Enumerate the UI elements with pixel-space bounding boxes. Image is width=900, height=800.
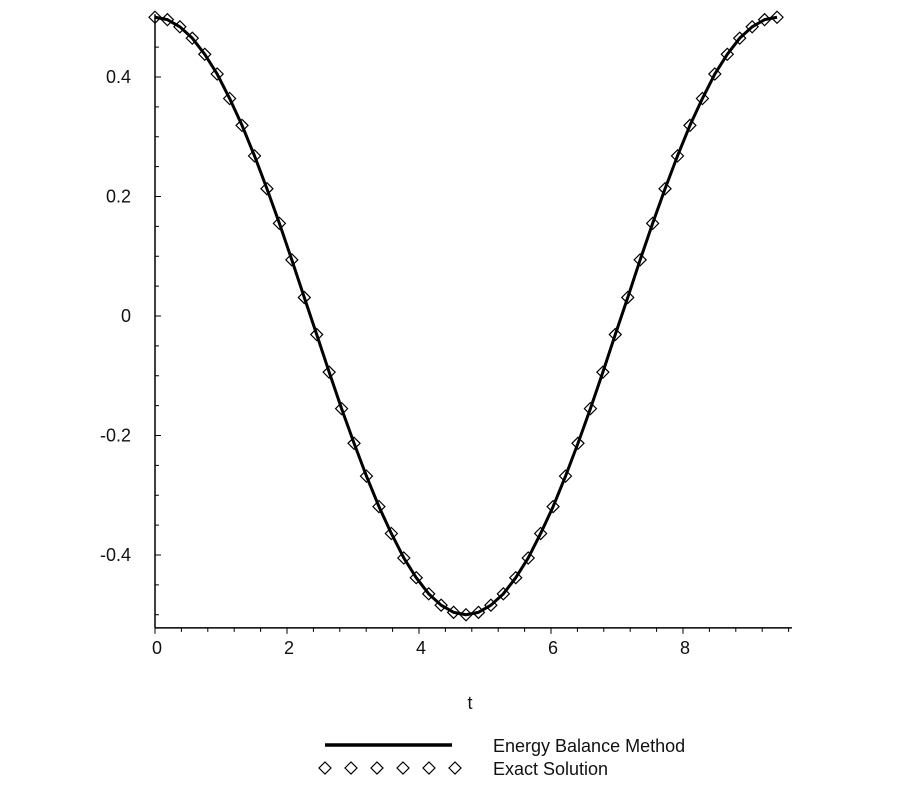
exact-solution-point xyxy=(260,181,274,196)
exact-solution-point xyxy=(670,149,685,163)
y-tick-label: -0.4 xyxy=(100,545,131,565)
exact-solution-point xyxy=(434,598,448,613)
exact-solution-point xyxy=(384,526,399,541)
y-tick-label: -0.2 xyxy=(100,426,131,446)
exact-solution-point xyxy=(210,67,225,81)
exact-solution-point xyxy=(197,47,212,62)
exact-solution-point xyxy=(745,19,760,34)
exact-solution-point xyxy=(272,216,287,231)
exact-solution-point xyxy=(148,10,162,25)
y-tick-label: 0 xyxy=(121,306,131,326)
legend-label-exact-solution: Exact Solution xyxy=(493,759,608,779)
exact-solution-point xyxy=(359,469,374,483)
exact-solution-point xyxy=(471,605,486,620)
exact-solution-point xyxy=(770,10,784,25)
exact-solution-point xyxy=(409,570,424,585)
exact-solution-point xyxy=(484,598,498,613)
legend-diamond xyxy=(448,761,462,775)
exact-solution-point xyxy=(185,31,200,46)
y-tick-label: 0.4 xyxy=(106,67,131,87)
exact-solution-point xyxy=(583,401,598,416)
y-tick-label: 0.2 xyxy=(106,187,131,207)
legend-diamond xyxy=(422,761,436,775)
exact-solution-point xyxy=(658,181,672,196)
exact-solution-point xyxy=(173,19,187,34)
legend-diamond xyxy=(344,761,358,775)
exact-solution-point xyxy=(608,327,623,342)
exact-solution-point xyxy=(683,118,697,133)
legend-diamond-swatch xyxy=(318,761,462,775)
x-tick-label: 0 xyxy=(152,638,162,658)
exact-solution-point xyxy=(222,91,237,106)
exact-solution-point xyxy=(496,586,511,601)
exact-solution-point xyxy=(309,327,324,342)
legend-diamond xyxy=(370,761,384,775)
exact-solution-point xyxy=(645,216,660,231)
series-energy-balance-line xyxy=(154,15,778,617)
exact-solution-point xyxy=(533,526,548,541)
ticks: 0 2 4 6 8 -0.4 -0.2 0 0.2 0.4 xyxy=(100,16,790,658)
exact-solution-point xyxy=(322,365,337,380)
exact-solution-point xyxy=(571,436,585,451)
exact-solution-point xyxy=(334,401,349,416)
plot-area xyxy=(148,10,784,622)
exact-solution-point xyxy=(757,12,772,27)
legend-diamond xyxy=(396,761,410,775)
exact-solution-point xyxy=(596,365,610,380)
exact-solution-point xyxy=(546,499,560,514)
legend-diamond xyxy=(318,761,332,775)
x-tick-label: 4 xyxy=(416,638,426,658)
exact-solution-point xyxy=(235,118,249,133)
x-axis-label: t xyxy=(467,693,472,713)
exact-solution-point xyxy=(707,67,722,81)
exact-solution-point xyxy=(720,47,735,62)
exact-solution-point xyxy=(633,252,648,267)
exact-solution-point xyxy=(521,551,536,565)
exact-solution-point xyxy=(446,605,461,620)
exact-solution-point xyxy=(695,91,710,106)
legend-label-energy-balance: Energy Balance Method xyxy=(493,736,685,756)
exact-solution-point xyxy=(396,551,411,565)
exact-solution-point xyxy=(421,586,436,601)
exact-solution-point xyxy=(620,290,635,305)
exact-solution-point xyxy=(247,149,262,163)
exact-solution-point xyxy=(459,607,473,622)
x-tick-label: 2 xyxy=(284,638,294,658)
exact-solution-point xyxy=(347,436,361,451)
x-tick-label: 8 xyxy=(680,638,690,658)
exact-solution-point xyxy=(372,499,386,514)
x-tick-label: 6 xyxy=(548,638,558,658)
legend: Energy Balance Method Exact Solution xyxy=(318,736,685,779)
exact-solution-point xyxy=(558,469,573,483)
exact-solution-point xyxy=(297,290,312,305)
exact-solution-point xyxy=(160,12,175,27)
exact-solution-point xyxy=(508,570,523,585)
exact-solution-point xyxy=(284,252,299,267)
exact-solution-point xyxy=(732,31,747,46)
axes xyxy=(154,14,792,629)
